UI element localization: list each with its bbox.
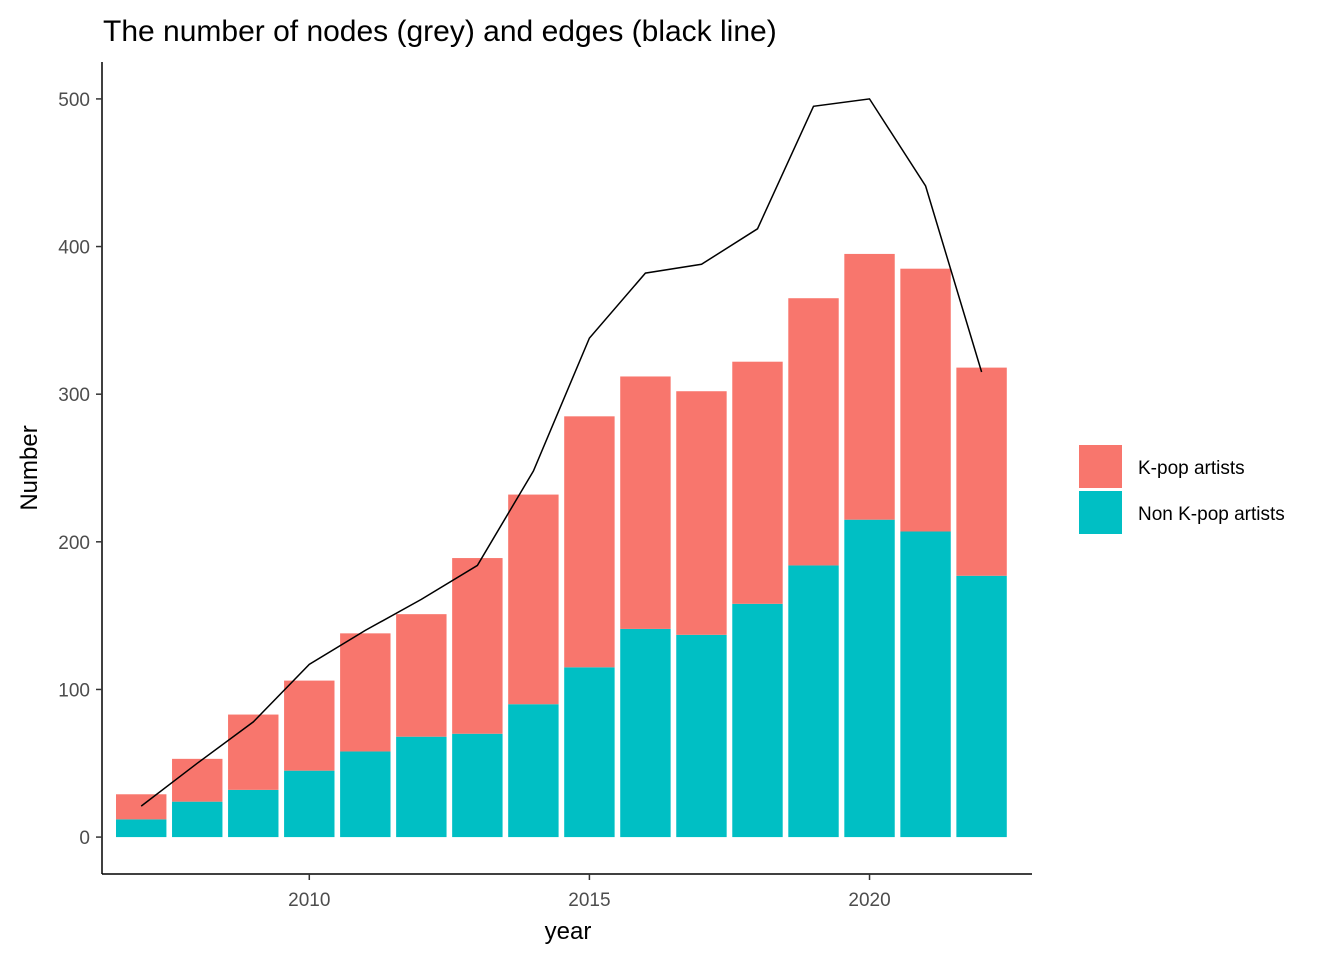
bar-non-kpop-2018 — [732, 603, 783, 838]
x-tick-label-2020: 2020 — [848, 890, 890, 911]
bar-kpop-2007 — [116, 794, 167, 820]
bar-non-kpop-2014 — [508, 704, 559, 838]
bar-kpop-2018 — [732, 361, 783, 604]
x-ticks: 2010 2015 2020 — [288, 874, 891, 911]
x-tick-label-2015: 2015 — [568, 890, 610, 911]
line-layer — [140, 98, 983, 807]
bar-non-kpop-2010 — [284, 770, 335, 838]
x-axis-title: year — [545, 918, 592, 945]
y-tick-label-200: 200 — [58, 533, 90, 554]
bar-kpop-2021 — [900, 268, 951, 532]
y-tick-label-100: 100 — [58, 680, 90, 701]
edges-line — [140, 98, 983, 807]
legend: K-pop artists Non K-pop artists — [1079, 445, 1285, 534]
bar-kpop-2020 — [844, 253, 895, 520]
bar-non-kpop-2008 — [172, 801, 223, 838]
bar-non-kpop-2012 — [396, 736, 447, 838]
bar-non-kpop-2016 — [620, 628, 671, 838]
y-tick-label-300: 300 — [58, 385, 90, 406]
y-axis-title: Number — [16, 425, 43, 510]
bar-non-kpop-2007 — [116, 819, 167, 838]
bar-kpop-2014 — [508, 494, 559, 705]
bar-non-kpop-2015 — [564, 667, 615, 838]
bar-non-kpop-2022 — [956, 575, 1007, 838]
bar-kpop-2009 — [228, 714, 279, 790]
y-tick-label-500: 500 — [58, 90, 90, 111]
bar-non-kpop-2013 — [452, 733, 503, 838]
bars-layer — [116, 253, 1007, 838]
bar-kpop-2011 — [340, 633, 391, 752]
bar-kpop-2019 — [788, 298, 839, 566]
bar-kpop-2017 — [676, 391, 727, 635]
bar-non-kpop-2011 — [340, 751, 391, 838]
x-tick-label-2010: 2010 — [288, 890, 330, 911]
y-tick-label-400: 400 — [58, 238, 90, 259]
bar-kpop-2012 — [396, 614, 447, 737]
bar-non-kpop-2017 — [676, 634, 727, 838]
y-ticks: 0 100 200 300 400 500 — [58, 90, 102, 849]
legend-swatch-kpop — [1079, 445, 1122, 488]
bar-kpop-2016 — [620, 376, 671, 629]
y-tick-label-0: 0 — [79, 828, 90, 849]
chart-title: The number of nodes (grey) and edges (bl… — [103, 15, 777, 48]
bar-non-kpop-2021 — [900, 531, 951, 838]
legend-swatch-non-kpop — [1079, 491, 1122, 534]
bar-non-kpop-2009 — [228, 789, 279, 838]
bar-kpop-2010 — [284, 680, 335, 771]
bar-kpop-2013 — [452, 558, 503, 734]
bar-non-kpop-2020 — [844, 519, 895, 838]
bar-kpop-2015 — [564, 416, 615, 668]
bar-kpop-2022 — [956, 367, 1007, 576]
legend-label-non-kpop: Non K-pop artists — [1138, 504, 1285, 525]
legend-label-kpop: K-pop artists — [1138, 458, 1245, 479]
bar-kpop-2008 — [172, 758, 223, 802]
bar-non-kpop-2019 — [788, 565, 839, 838]
